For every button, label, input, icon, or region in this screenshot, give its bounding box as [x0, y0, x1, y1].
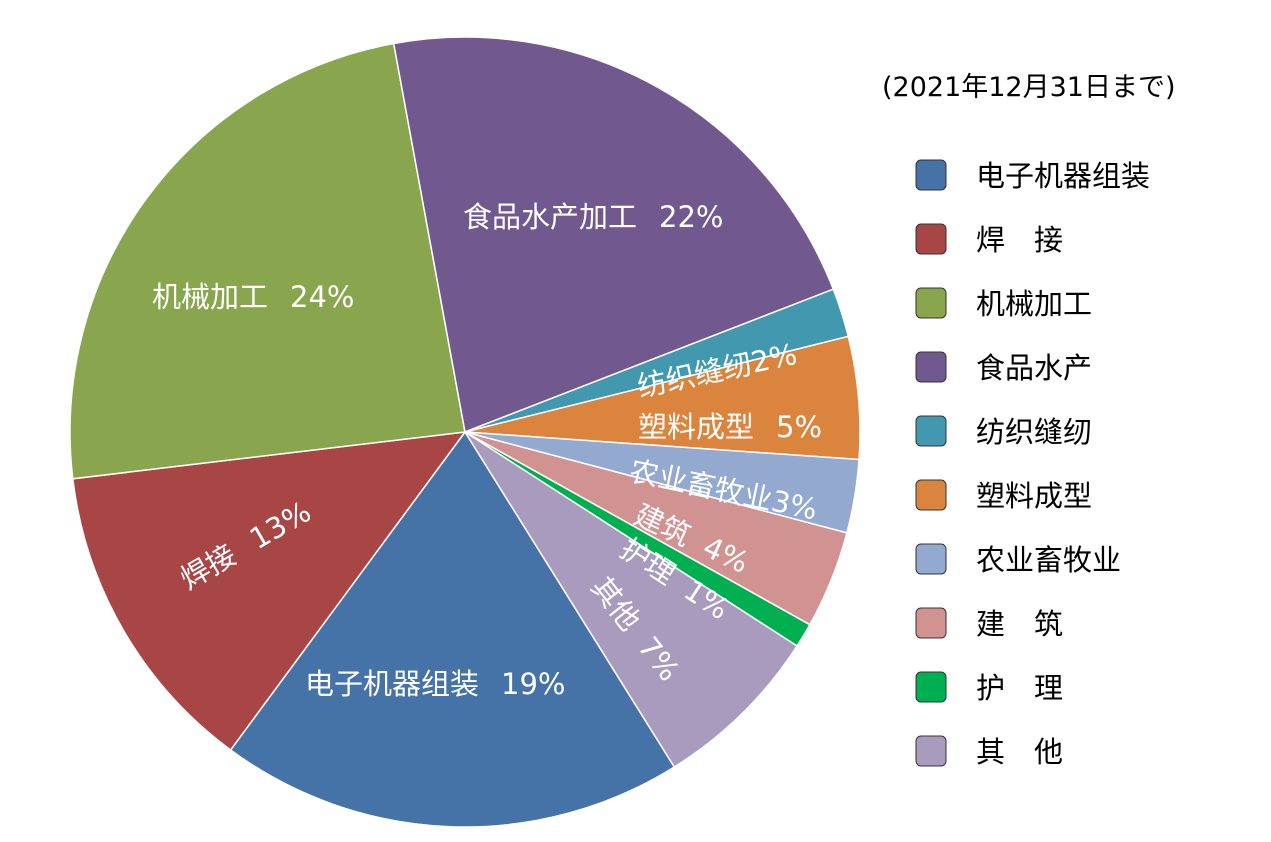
legend-item-electronics: 电子机器组装 — [915, 159, 1150, 193]
legend-label-machining: 机械加工 — [976, 287, 1092, 321]
legend-swatch-electronics — [915, 159, 947, 191]
legend-item-food: 食品水产 — [915, 351, 1092, 385]
legend-swatch-textile — [915, 415, 947, 447]
legend-item-agriculture: 农业畜牧业 — [915, 543, 1121, 577]
slice-other — [464, 431, 799, 769]
legend-swatch-food — [915, 351, 947, 383]
label-food: 食品水产加工 22% — [463, 200, 723, 234]
label-electronics: 电子机器组装 19% — [305, 667, 565, 701]
legend-label-electronics: 电子机器组装 — [976, 159, 1150, 193]
legend-item-textile: 纺织缝纫 — [915, 415, 1092, 449]
legend-label-other: 其 他 — [976, 735, 1063, 769]
legend-label-textile: 纺织缝纫 — [976, 415, 1092, 449]
legend-swatch-nursing — [915, 671, 947, 703]
legend-label-agriculture: 农业畜牧业 — [976, 543, 1121, 577]
label-plastic: 塑料成型 5% — [638, 410, 822, 444]
legend-item-nursing: 护 理 — [915, 671, 1063, 705]
legend-item-welding: 焊 接 — [915, 223, 1063, 257]
legend-label-welding: 焊 接 — [976, 223, 1063, 257]
legend-label-food: 食品水产 — [976, 351, 1092, 385]
legend-swatch-welding — [915, 223, 947, 255]
legend-note: (2021年12月31日まで) — [882, 72, 1176, 103]
legend-label-construction: 建 筑 — [976, 607, 1063, 641]
slice-welding — [71, 431, 467, 751]
legend-label-nursing: 护 理 — [976, 671, 1063, 705]
legend-label-plastic: 塑料成型 — [976, 479, 1092, 513]
slice-electronics — [229, 430, 676, 828]
slice-machining — [69, 42, 466, 480]
legend-item-construction: 建 筑 — [915, 607, 1063, 641]
legend-swatch-plastic — [915, 479, 947, 511]
pie-slices — [69, 36, 861, 828]
label-machining: 机械加工 24% — [152, 280, 354, 314]
legend-swatch-agriculture — [915, 543, 947, 575]
legend-item-machining: 机械加工 — [915, 287, 1092, 321]
slice-food — [392, 36, 835, 434]
legend-item-plastic: 塑料成型 — [915, 479, 1092, 513]
legend-swatch-other — [915, 735, 947, 767]
legend-swatch-construction — [915, 607, 947, 639]
legend-swatch-machining — [915, 287, 947, 319]
legend-item-other: 其 他 — [915, 735, 1063, 769]
